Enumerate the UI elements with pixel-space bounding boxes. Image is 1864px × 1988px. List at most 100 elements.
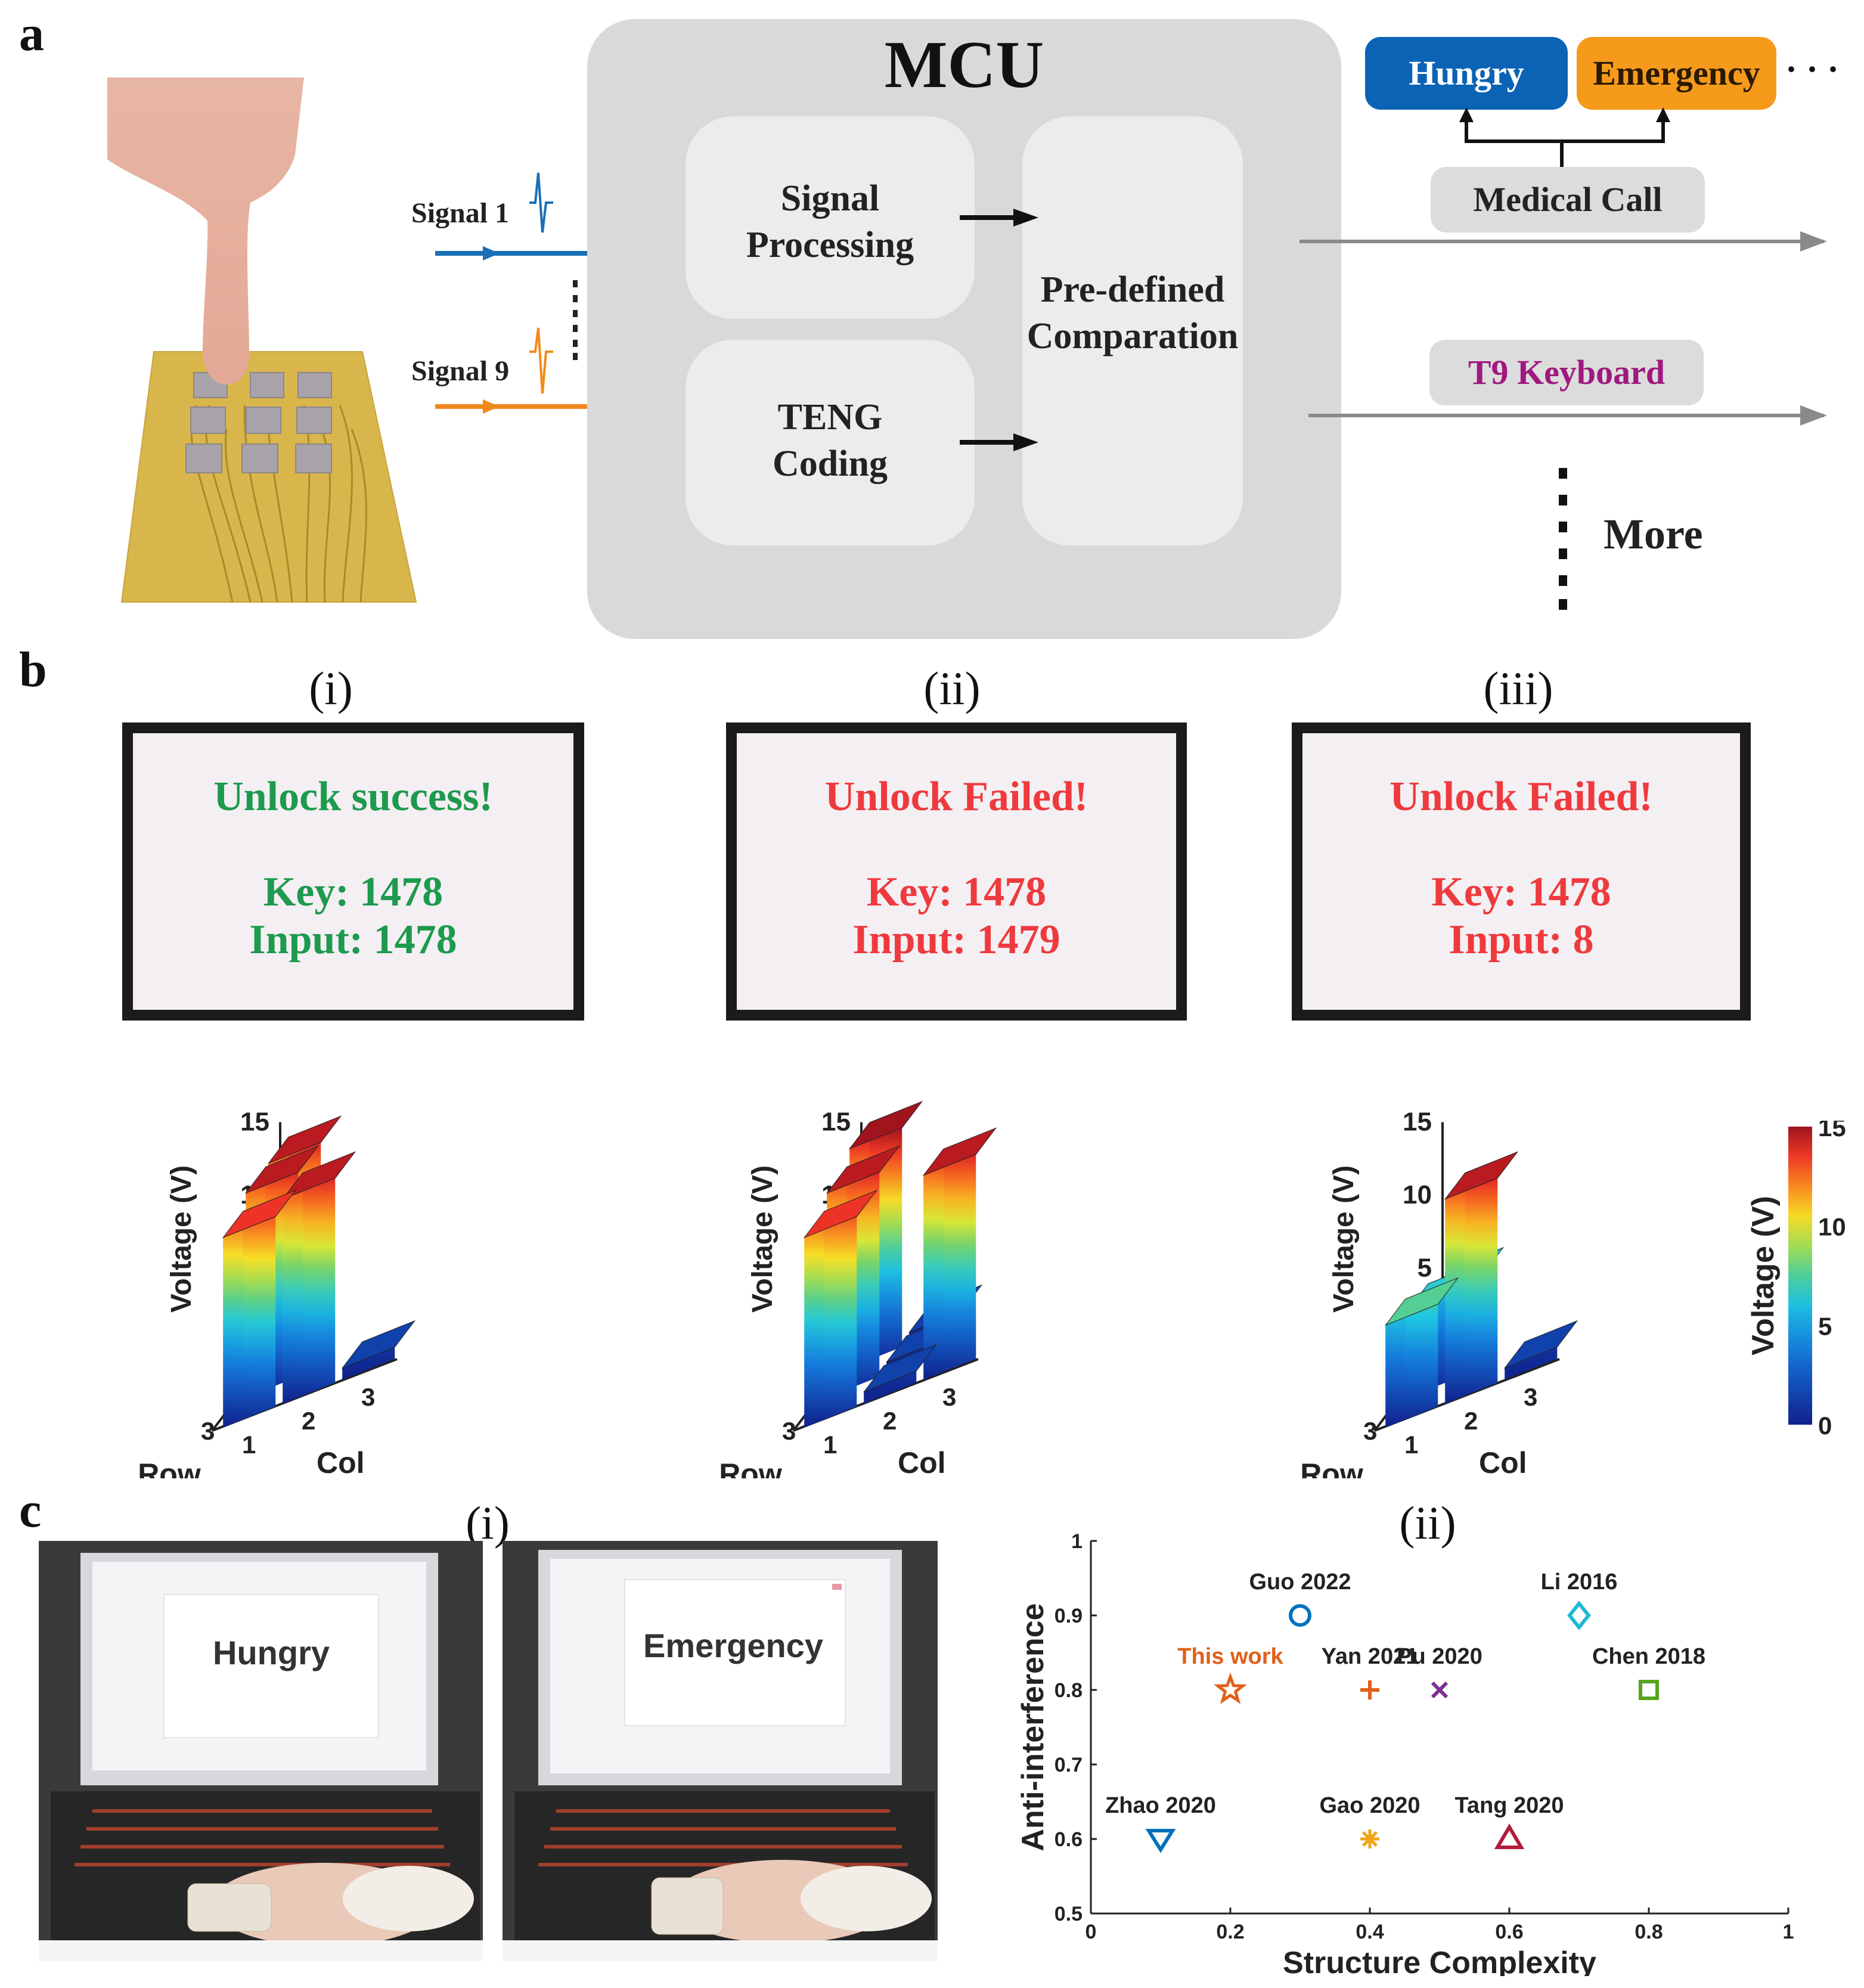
label-b-ii: (ii)	[923, 662, 981, 714]
bar-3d	[922, 1127, 997, 1380]
point-label: Chen 2018	[1592, 1644, 1705, 1669]
comparation-line2: Comparation	[1026, 315, 1239, 356]
y-tick-label: 0.5	[1054, 1903, 1083, 1925]
scatter-point: This work	[1177, 1644, 1284, 1704]
marker-square	[1639, 1680, 1659, 1700]
bar-3d	[341, 1320, 416, 1380]
signal-processing-line1: Signal	[780, 178, 880, 219]
marker-triangle-up	[1494, 1823, 1525, 1849]
z-axis-label: Voltage (V)	[166, 1165, 197, 1313]
more-label: More	[1604, 510, 1703, 558]
bar-side-face	[283, 1173, 303, 1404]
col-axis-label: Col	[898, 1446, 946, 1478]
row-axis-label: Row	[719, 1457, 782, 1478]
marker-star	[1214, 1672, 1247, 1704]
bar-top-face	[803, 1189, 878, 1239]
output-arrows	[1299, 231, 1827, 610]
label-c-i: (i)	[466, 1497, 510, 1549]
comparation-line1: Pre-defined	[1040, 269, 1225, 310]
signal9-label: Signal 9	[411, 355, 510, 387]
col-tick-label: 3	[1524, 1383, 1537, 1411]
bar-top-face	[1503, 1320, 1578, 1369]
bar-top-face	[826, 1145, 901, 1194]
z-tick-label: 15	[821, 1108, 851, 1137]
screen-i-input: Input: 1478	[249, 917, 457, 963]
medical-call-pill: Medical Call	[1431, 167, 1705, 232]
bar-side-face	[923, 1149, 944, 1380]
finger	[107, 77, 304, 384]
colorbar-tick-label: 10	[1818, 1213, 1846, 1241]
teng-coding-box	[686, 340, 975, 545]
emergency-pill: Emergency	[1577, 37, 1776, 110]
scatter-point: Zhao 2020	[1105, 1793, 1216, 1853]
x-tick-label: 0	[1085, 1921, 1097, 1943]
screen-ii-key: Key: 1478	[866, 869, 1047, 915]
point-label: Tang 2020	[1454, 1793, 1564, 1818]
colorbar: 15 10 5 0 Voltage (V)	[1746, 1121, 1846, 1440]
bar-top-face	[281, 1151, 356, 1200]
bar-top-face	[341, 1320, 416, 1369]
z-axis-label: Voltage (V)	[747, 1165, 779, 1313]
panel-letter-c: c	[19, 1483, 42, 1538]
screen-i-title: Unlock success!	[213, 774, 493, 820]
laptop-screen-i: Unlock success! Key: 1478 Input: 1478	[122, 722, 584, 1021]
colorbar-tick-label: 0	[1818, 1412, 1832, 1440]
y-tick-label: 0.6	[1054, 1828, 1083, 1851]
signal1-label: Signal 1	[411, 197, 510, 229]
z-tick-label: 10	[1403, 1180, 1432, 1209]
scatter-point: Yan 2021	[1322, 1644, 1418, 1699]
hungry-pill: Hungry	[1365, 37, 1568, 110]
z-tick-label: 15	[1403, 1108, 1432, 1137]
bar-3d	[281, 1151, 356, 1404]
point-label: Guo 2022	[1249, 1570, 1351, 1595]
laptop-screen-ii: Unlock Failed! Key: 1478 Input: 1479	[726, 722, 1187, 1021]
scatter-point: Pu 2020	[1397, 1644, 1482, 1699]
sensor-array	[185, 372, 332, 473]
colorbar-tick-label: 15	[1818, 1121, 1846, 1142]
y-axis-label: Anti-interference	[1016, 1603, 1050, 1851]
marker-triangle-down	[1145, 1829, 1176, 1853]
col-tick-label: 3	[361, 1383, 375, 1411]
colorbar-gradient	[1788, 1127, 1812, 1425]
col-tick-label: 1	[823, 1431, 837, 1459]
x-tick-label: 0.2	[1216, 1921, 1244, 1943]
signal-processing-line2: Processing	[746, 224, 914, 265]
bar-front-face	[342, 1347, 395, 1380]
bar-top-face	[1444, 1151, 1519, 1200]
row-axis-label: Row	[1300, 1457, 1363, 1478]
point-label: This work	[1177, 1644, 1283, 1669]
y-tick-label: 1	[1071, 1530, 1083, 1553]
bar3d-chart-ii: 051015Voltage (V)123Row123Col	[719, 1100, 997, 1478]
signal-lines	[435, 172, 617, 414]
scatter-point: Tang 2020	[1454, 1793, 1564, 1849]
bar-side-face	[223, 1211, 243, 1428]
bar3d-chart-i: 051015Voltage (V)123Row123Col	[138, 1108, 416, 1478]
col-tick-label: 2	[302, 1407, 315, 1435]
bar-3d	[1444, 1151, 1519, 1404]
x-tick-label: 0.4	[1356, 1921, 1384, 1943]
marker-circle	[1289, 1604, 1311, 1627]
x-tick-label: 0.8	[1635, 1921, 1663, 1943]
label-c-ii: (ii)	[1399, 1497, 1456, 1549]
screen-ii-title: Unlock Failed!	[824, 774, 1088, 820]
marker-x-b	[1431, 1681, 1449, 1699]
teng-coding-line1: TENG	[777, 397, 883, 438]
panel-letter-b: b	[19, 642, 47, 697]
col-tick-label: 1	[242, 1431, 256, 1459]
colorbar-label: Voltage (V)	[1746, 1196, 1781, 1356]
ellipsis: · · ·	[1785, 49, 1840, 89]
col-tick-label: 2	[883, 1407, 897, 1435]
point-label: Li 2016	[1541, 1570, 1618, 1595]
bar-3d	[1384, 1277, 1459, 1428]
point-label: Gao 2020	[1320, 1793, 1421, 1818]
col-tick-label: 1	[1404, 1431, 1418, 1459]
row-tick-label: 3	[782, 1417, 796, 1445]
bar-front-face	[1505, 1347, 1558, 1380]
bar-side-face	[1385, 1299, 1406, 1428]
colorbar-tick-label: 5	[1818, 1312, 1832, 1340]
more-dots	[1559, 468, 1567, 610]
photo-emergency-text: Emergency	[643, 1627, 823, 1664]
label-b-iii: (iii)	[1483, 662, 1553, 714]
screen-i-key: Key: 1478	[263, 869, 443, 915]
screen-iii-input: Input: 8	[1449, 917, 1594, 963]
